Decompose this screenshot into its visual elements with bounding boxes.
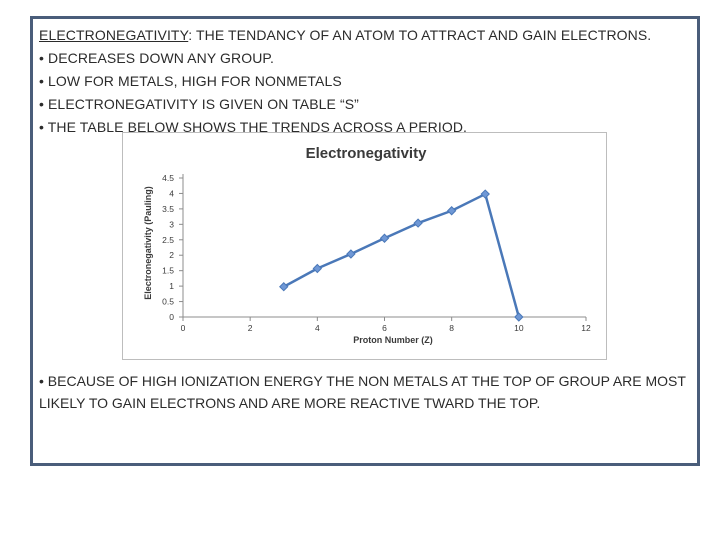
x-axis-label: Proton Number (Z) (353, 335, 433, 345)
y-tick-label: 1.5 (162, 266, 174, 276)
y-tick-label: 1 (169, 281, 174, 291)
data-point-marker (279, 282, 289, 292)
y-tick-label: 4.5 (162, 173, 174, 183)
chart-axes (182, 174, 586, 318)
x-tick-label: 0 (181, 323, 186, 333)
y-tick-label: 3.5 (162, 204, 174, 214)
bullet-decreases: • DECREASES DOWN ANY GROUP. (39, 50, 275, 66)
data-point-marker (413, 218, 423, 228)
y-tick-label: 0.5 (162, 297, 174, 307)
x-tick-label: 10 (514, 323, 524, 333)
data-point-marker (312, 263, 323, 274)
x-tick-label: 4 (315, 323, 320, 333)
y-tick-label: 0 (169, 312, 174, 322)
bullet-trend: • THE TABLE BELOW SHOWS THE TRENDS ACROS… (39, 119, 468, 135)
term-electronegativity: ELECTRONEGATIVITY (39, 27, 189, 43)
y-axis-label: Electronegativity (Pauling) (143, 186, 153, 300)
electronegativity-chart: Electronegativity Electronegativity (Pau… (143, 145, 591, 345)
x-tick-label: 2 (248, 323, 253, 333)
bullet-metals: • LOW FOR METALS, HIGH FOR NONMETALS (39, 73, 342, 89)
data-point-marker (446, 206, 457, 216)
chart-series (279, 189, 524, 322)
data-point-marker (514, 312, 524, 322)
definition-line: ELECTRONEGATIVITY: THE TENDANCY OF AN AT… (39, 24, 694, 47)
definition-text: : THE TENDANCY OF AN ATOM TO ATTRACT AND… (188, 27, 652, 43)
chart-container: Electronegativity Electronegativity (Pau… (122, 132, 607, 360)
x-tick-label: 8 (449, 323, 454, 333)
series-line (283, 192, 521, 318)
x-tick-label: 12 (581, 323, 591, 333)
x-tick-label: 6 (382, 323, 387, 333)
data-point-marker (379, 233, 390, 243)
intro-text: ELECTRONEGATIVITY: THE TENDANCY OF AN AT… (39, 24, 694, 139)
chart-ticks: 0 0.5 1 1.5 2 2.5 3 3.5 4 4.5 0 2 4 6 8 10 12 (162, 173, 591, 333)
bullet-table-s: • ELECTRONEGATIVITY IS GIVEN ON TABLE “S… (39, 96, 359, 112)
data-point-marker (480, 189, 490, 199)
y-tick-label: 2 (169, 250, 174, 260)
chart-title: Electronegativity (306, 145, 428, 162)
slide-frame: ELECTRONEGATIVITY: THE TENDANCY OF AN AT… (30, 16, 700, 466)
y-tick-label: 4 (169, 188, 174, 198)
data-point-marker (346, 249, 356, 259)
y-tick-label: 3 (169, 219, 174, 229)
y-tick-label: 2.5 (162, 235, 174, 245)
closing-text: • BECAUSE OF HIGH IONIZATION ENERGY THE … (39, 373, 686, 411)
